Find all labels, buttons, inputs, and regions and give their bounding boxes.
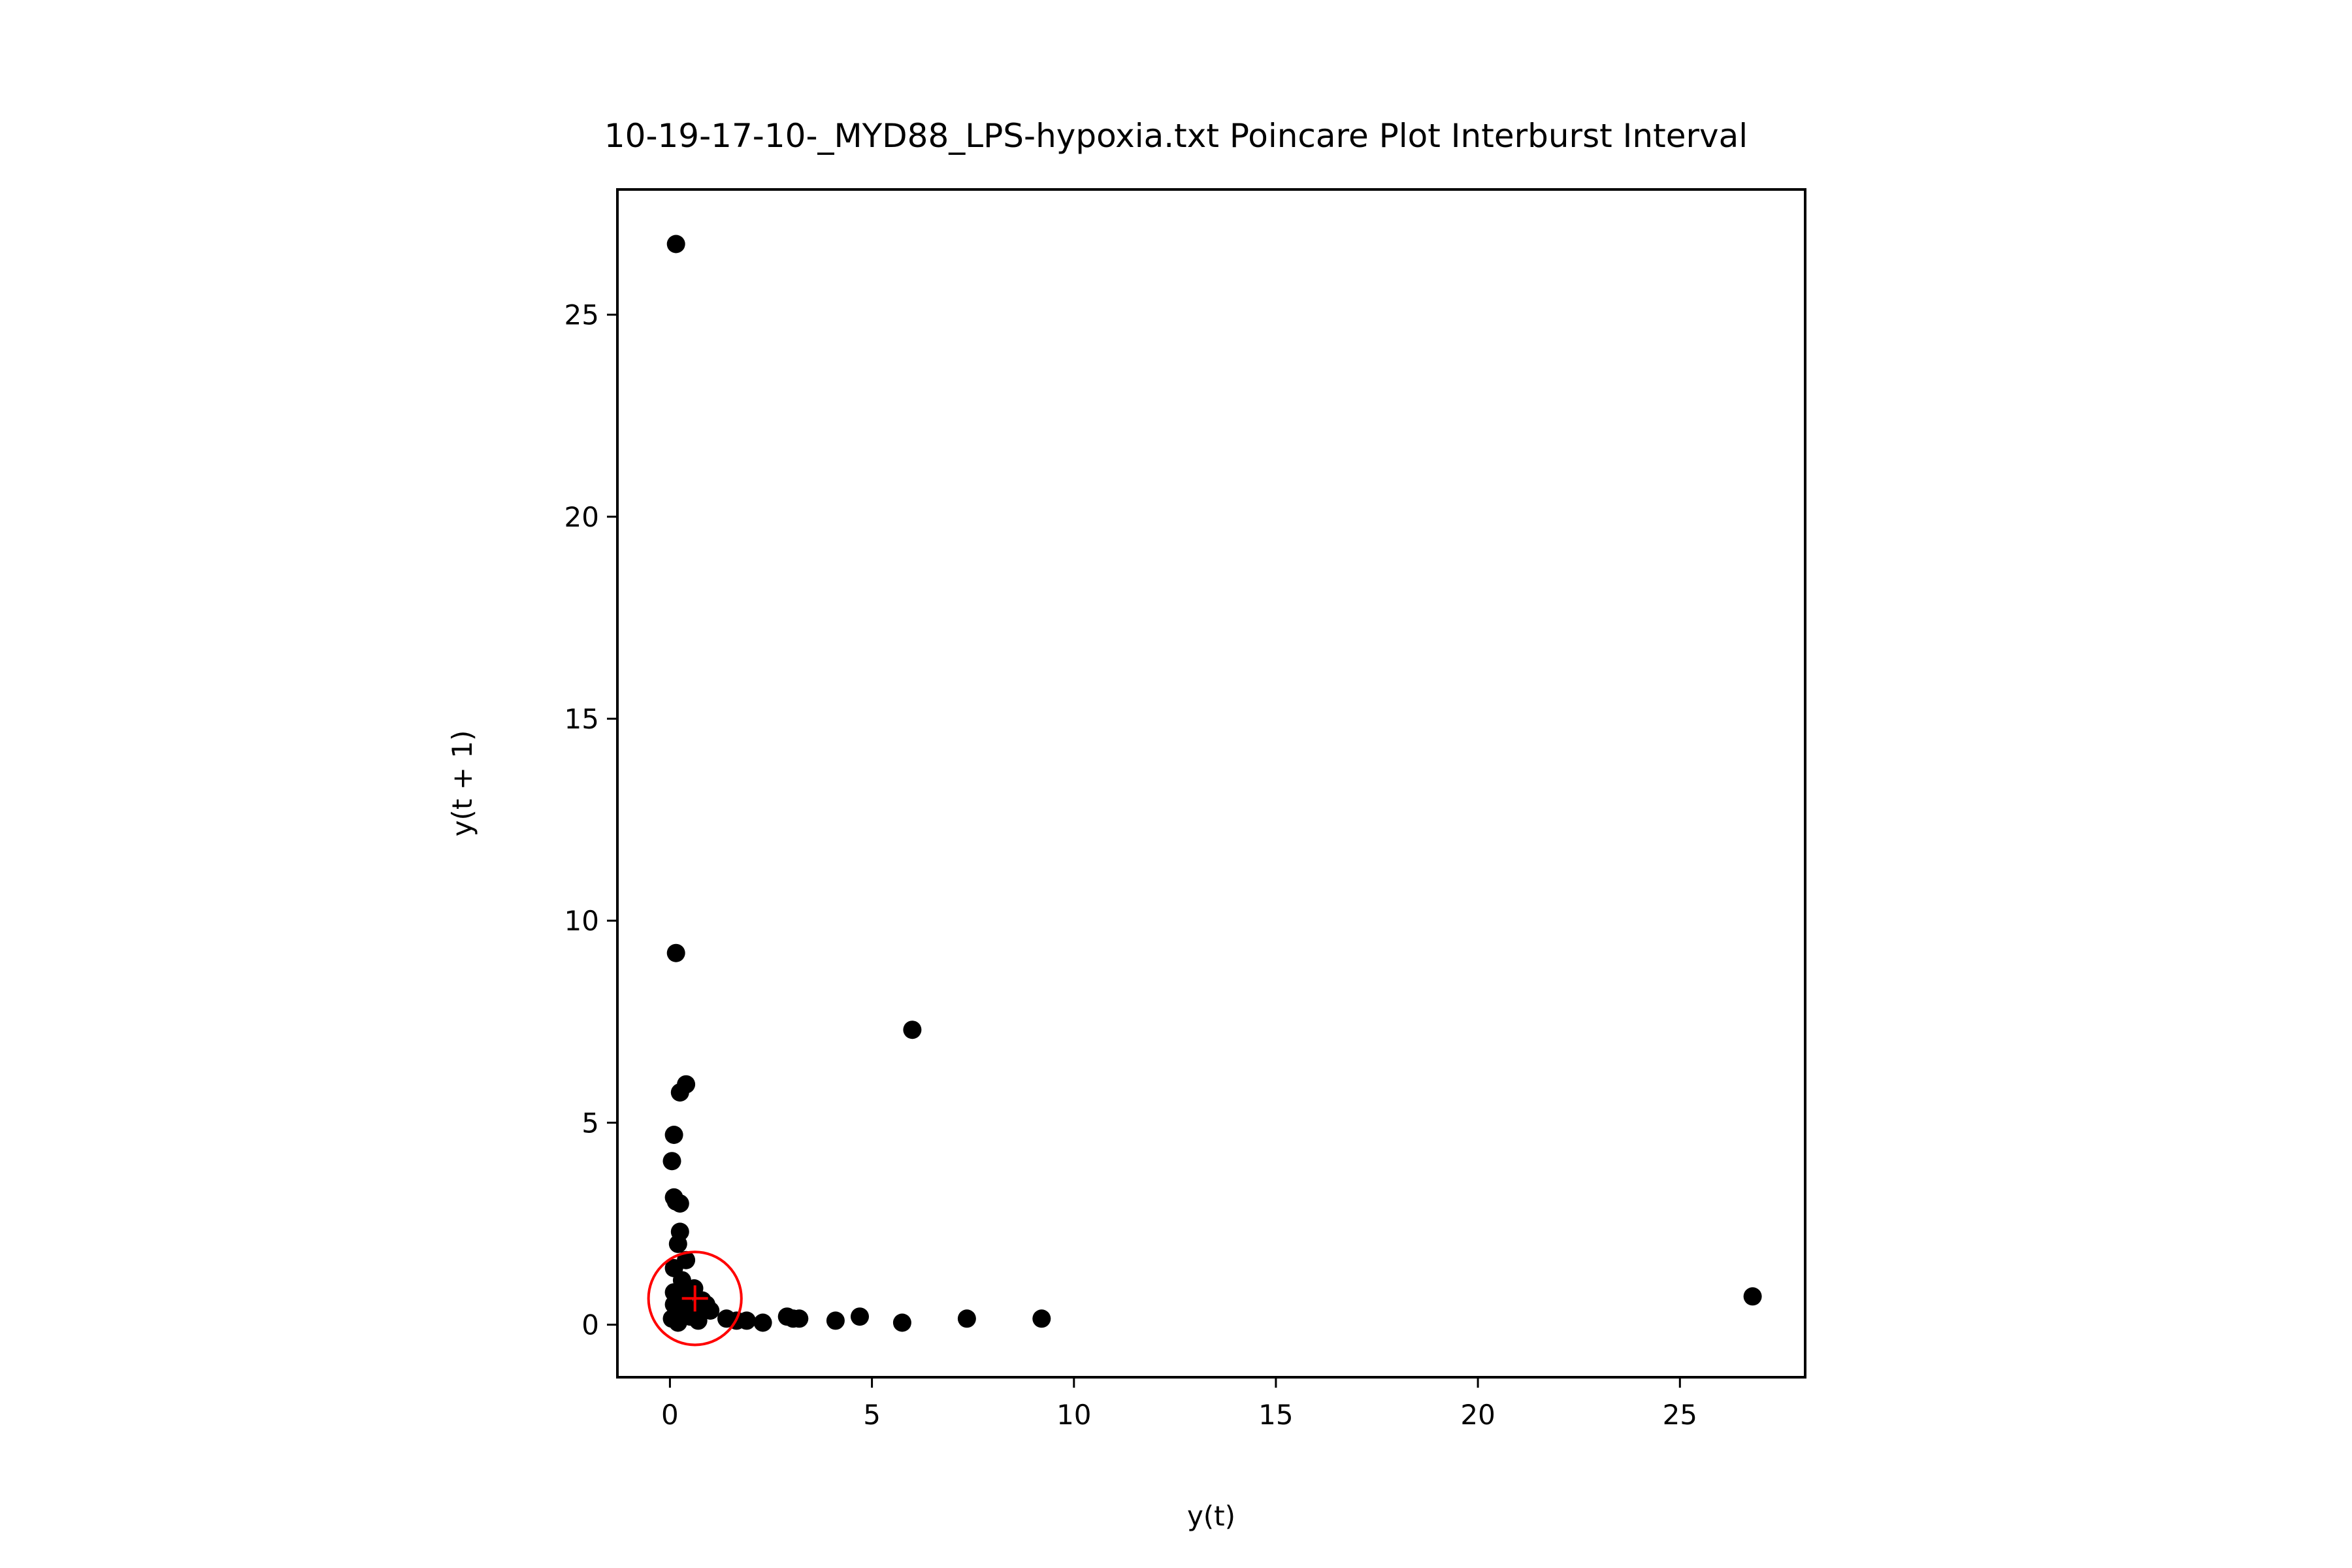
data-point bbox=[737, 1311, 756, 1330]
data-point bbox=[892, 1313, 911, 1332]
data-point bbox=[670, 1083, 689, 1102]
x-tick-label: 0 bbox=[661, 1399, 679, 1431]
data-point bbox=[903, 1021, 922, 1039]
plot-area bbox=[647, 235, 1762, 1347]
data-point bbox=[666, 235, 685, 253]
data-point bbox=[664, 1126, 683, 1144]
y-tick-label: 20 bbox=[564, 501, 599, 533]
x-tick-label: 10 bbox=[1056, 1399, 1091, 1431]
data-point bbox=[851, 1307, 869, 1326]
data-point bbox=[957, 1309, 976, 1328]
y-tick-label: 0 bbox=[581, 1309, 599, 1341]
y-tick-label: 25 bbox=[564, 299, 599, 331]
y-tick-label: 15 bbox=[564, 703, 599, 735]
data-point bbox=[1743, 1287, 1762, 1306]
x-tick-label: 20 bbox=[1460, 1399, 1495, 1431]
axes-frame bbox=[616, 188, 1806, 1379]
data-point bbox=[668, 1313, 687, 1332]
data-point bbox=[666, 943, 685, 962]
x-tick-label: 15 bbox=[1258, 1399, 1293, 1431]
data-point bbox=[666, 1192, 685, 1211]
y-axis-label: y(t + 1) bbox=[446, 730, 478, 837]
data-point bbox=[1032, 1309, 1051, 1328]
x-tick-label: 25 bbox=[1663, 1399, 1697, 1431]
y-tick-label: 10 bbox=[564, 905, 599, 937]
chart-title: 10-19-17-10-_MYD88_LPS-hypoxia.txt Poinc… bbox=[604, 117, 1748, 155]
x-axis-label: y(t) bbox=[1187, 1500, 1235, 1532]
x-tick-label: 5 bbox=[863, 1399, 881, 1431]
data-point bbox=[826, 1311, 845, 1330]
x-axis-ticks: 0 5 10 15 20 25 bbox=[661, 1377, 1697, 1431]
data-point bbox=[662, 1152, 681, 1171]
centroid-circle bbox=[647, 1250, 743, 1347]
data-point bbox=[753, 1313, 772, 1332]
y-tick-label: 5 bbox=[581, 1107, 599, 1139]
data-point bbox=[790, 1309, 809, 1328]
data-point bbox=[668, 1234, 687, 1253]
y-axis-ticks: 0 5 10 15 20 25 bbox=[564, 299, 617, 1341]
